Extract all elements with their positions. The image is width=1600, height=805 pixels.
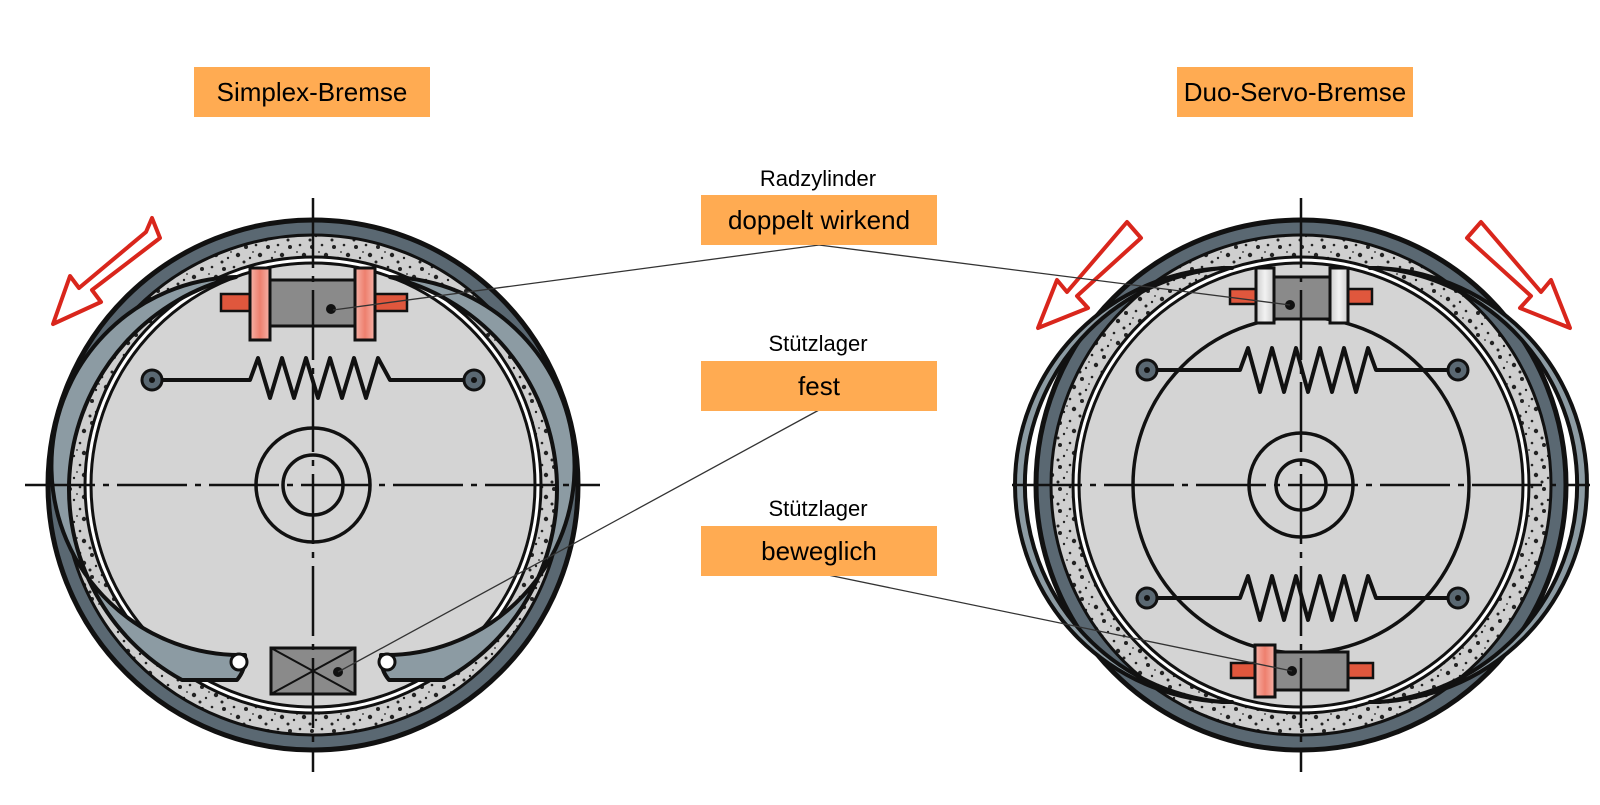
movable-anchor [1229, 643, 1375, 699]
left-shoe [1013, 266, 1234, 704]
caption-support-fixed: Stützlager [768, 331, 868, 356]
label-double-acting: doppelt wirkend [701, 195, 937, 245]
label-fixed: fest [701, 361, 937, 411]
duo-servo-brake [1012, 198, 1590, 772]
label-movable: beweglich [701, 526, 937, 576]
simplex-brake [25, 198, 600, 772]
rotation-arrow-left [51, 216, 162, 326]
title-simplex: Simplex-Bremse [194, 67, 430, 117]
wheel-cylinder-top [1228, 266, 1374, 325]
rotation-arrow-right [1465, 220, 1572, 330]
right-shoe [1368, 266, 1589, 704]
title-duo-servo: Duo-Servo-Bremse [1177, 67, 1413, 117]
leader-lines [332, 244, 1293, 673]
rotation-arrow-left [1036, 220, 1143, 330]
return-spring [140, 356, 486, 400]
caption-support-movable: Stützlager [768, 496, 868, 521]
caption-wheel-cylinder: Radzylinder [759, 166, 877, 191]
